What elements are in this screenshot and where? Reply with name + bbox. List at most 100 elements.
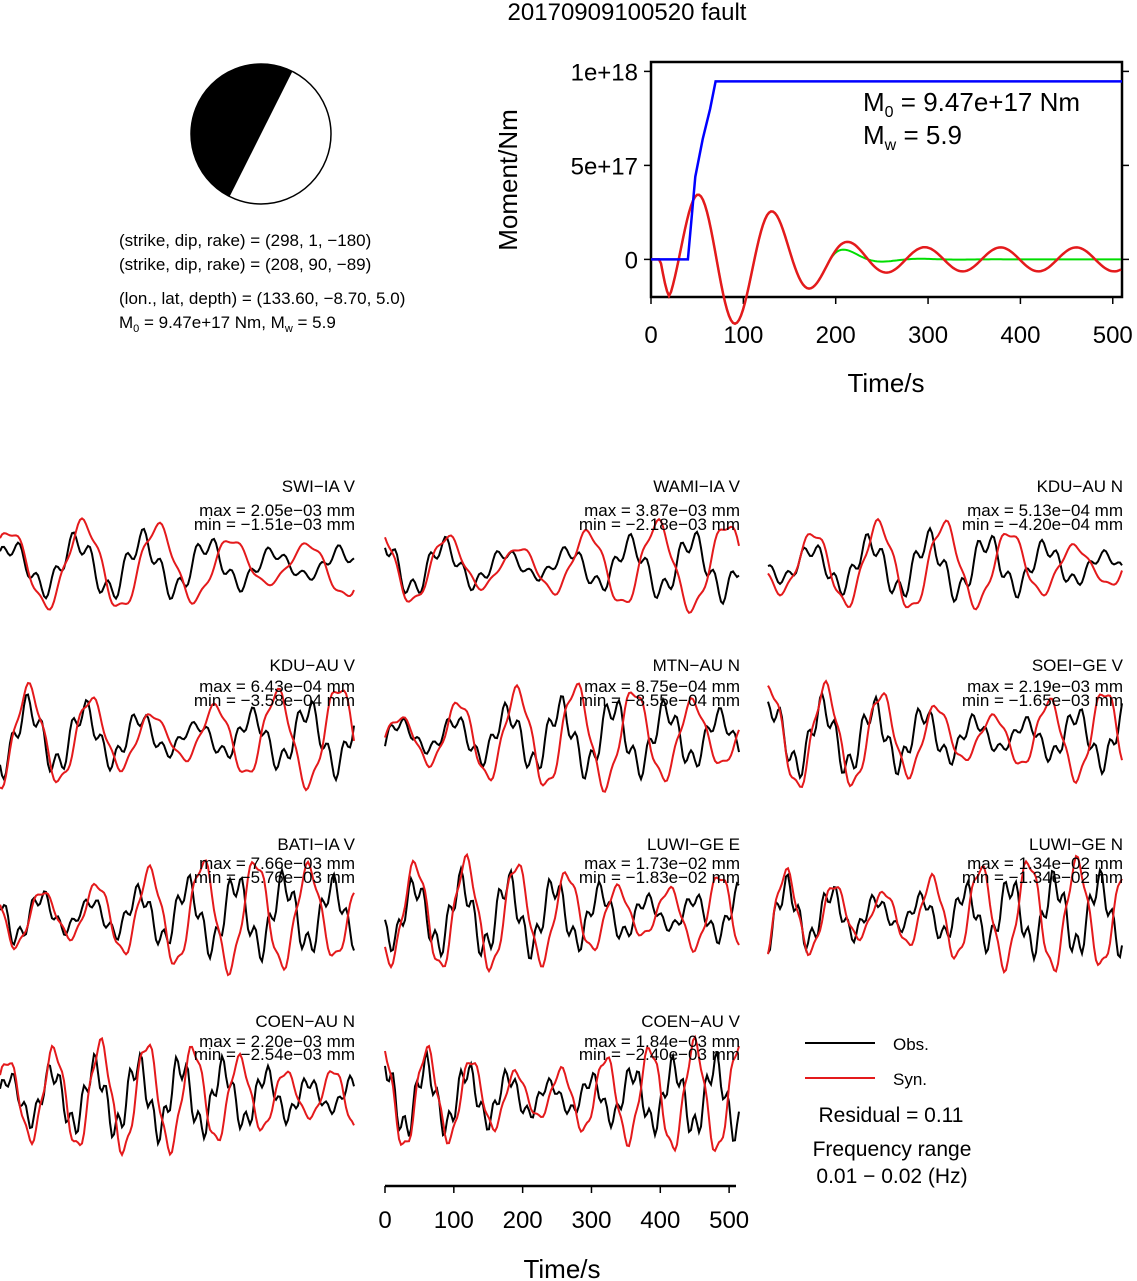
moment-y-tick-label: 1e+18: [571, 59, 638, 86]
waveform-x-tick-label: 100: [434, 1207, 474, 1234]
synthetic-trace: [384, 517, 740, 614]
station-max: max = 8.75e−04 mm: [584, 677, 740, 696]
observed-trace: [0, 866, 355, 965]
station-max: max = 2.19e−03 mm: [967, 677, 1123, 696]
station-min: min = −1.83e−02 mm: [579, 868, 740, 887]
moment-y-tick-label: 0: [625, 247, 638, 274]
station-label: LUWI−GE E: [647, 835, 740, 854]
waveform-x-tick-label: 0: [378, 1207, 391, 1234]
station-max: max = 1.34e−02 mm: [967, 854, 1123, 873]
cumulative-moment-curve: [651, 80, 1122, 261]
station-label: KDU−AU V: [270, 656, 356, 675]
moment-annotation-mw: Mw = 5.9: [863, 120, 962, 154]
station-min: min = −1.51e−03 mm: [194, 515, 355, 534]
moment-x-tick-label: 300: [908, 322, 948, 349]
synthetic-trace: [384, 1034, 740, 1153]
station-label: LUWI−GE N: [1029, 835, 1123, 854]
station-min: min = −1.34e−02 mm: [962, 868, 1123, 887]
waveform-x-tick-label: 300: [571, 1207, 611, 1234]
legend-frequency-value: 0.01 − 0.02 (Hz): [816, 1165, 967, 1188]
station-min: min = −8.55e−04 mm: [579, 691, 740, 710]
station-max: max = 2.05e−03 mm: [199, 501, 355, 520]
mechanism-line-3: (lon., lat, depth) = (133.60, −8.70, 5.0…: [119, 289, 405, 308]
mechanism-line-4: M0 = 9.47e+17 Nm, Mw = 5.9: [119, 313, 336, 335]
moment-y-axis: 0 5e+17 1e+18: [571, 59, 1129, 274]
synthetic-trace: [767, 854, 1123, 975]
station-max: max = 6.43e−04 mm: [199, 677, 355, 696]
legend-syn-label: Syn.: [893, 1070, 927, 1089]
station-label: BATI−IA V: [277, 835, 355, 854]
station-label: SWI−IA V: [282, 477, 356, 496]
observed-trace: [767, 866, 1123, 964]
mechanism-info: (strike, dip, rake) = (298, 1, −180) (st…: [119, 231, 405, 335]
legend-frequency-label: Frequency range: [813, 1138, 972, 1161]
moment-x-tick-label: 0: [644, 322, 657, 349]
moment-x-tick-label: 400: [1000, 322, 1040, 349]
station-min: min = −2.18e−03 mm: [579, 515, 740, 534]
station-max: max = 1.73e−02 mm: [584, 854, 740, 873]
station-max: max = 5.13e−04 mm: [967, 501, 1123, 520]
station-min: min = −2.54e−03 mm: [194, 1045, 355, 1064]
station-min: min = −3.58e−04 mm: [194, 691, 355, 710]
synthetic-trace: [384, 682, 740, 793]
synthetic-trace: [384, 852, 740, 974]
station-max: max = 2.20e−03 mm: [199, 1032, 355, 1051]
station-min: min = −5.76e−03 mm: [194, 868, 355, 887]
moment-x-axis: 0 100 200 300 400 500: [644, 297, 1133, 349]
station-label: SOEI−GE V: [1032, 656, 1124, 675]
moment-y-label: Moment/Nm: [493, 109, 523, 251]
moment-rate-curve: [651, 193, 1121, 325]
station-label: COEN−AU V: [641, 1012, 740, 1031]
moment-x-label: Time/s: [847, 368, 924, 398]
station-label: KDU−AU N: [1037, 477, 1123, 496]
observed-trace: [767, 526, 1123, 604]
legend-residual: Residual = 0.11: [819, 1104, 964, 1127]
station-min: min = −4.20e−04 mm: [962, 515, 1123, 534]
waveform-x-tick-label: 200: [503, 1207, 543, 1234]
synthetic-trace: [0, 517, 355, 611]
moment-y-tick-label: 5e+17: [571, 153, 638, 180]
mechanism-line-1: (strike, dip, rake) = (298, 1, −180): [119, 231, 371, 250]
station-max: max = 3.87e−03 mm: [584, 501, 740, 520]
station-label: MTN−AU N: [653, 656, 740, 675]
station-min: min = −2.40e−03 mm: [579, 1045, 740, 1064]
observed-trace: [0, 1050, 355, 1148]
synthetic-trace: [767, 679, 1123, 788]
waveform-x-label: Time/s: [523, 1254, 600, 1281]
waveform-x-tick-label: 400: [640, 1207, 680, 1234]
observed-trace: [767, 690, 1123, 781]
station-label: COEN−AU N: [255, 1012, 355, 1031]
station-max: max = 7.66e−03 mm: [199, 854, 355, 873]
beachball: [190, 63, 332, 205]
observed-trace: [0, 693, 355, 783]
station-max: max = 1.84e−03 mm: [584, 1032, 740, 1051]
observed-trace: [384, 864, 740, 960]
observed-trace: [384, 530, 740, 606]
moment-annotation-m0: M0 = 9.47e+17 Nm: [863, 87, 1080, 121]
moment-x-tick-label: 200: [816, 322, 856, 349]
figure-title: 20170909100520 fault: [508, 0, 747, 26]
synthetic-trace: [0, 859, 355, 977]
legend-obs-label: Obs.: [893, 1035, 929, 1054]
mechanism-line-2: (strike, dip, rake) = (208, 90, −89): [119, 255, 371, 274]
synthetic-trace: [0, 681, 355, 792]
station-label: WAMI−IA V: [653, 477, 740, 496]
moment-x-tick-label: 100: [723, 322, 763, 349]
observed-trace: [0, 527, 355, 601]
waveform-x-axis: 0 100 200 300 400 500: [378, 1184, 749, 1234]
synthetic-trace: [767, 517, 1123, 611]
moment-rate-syn-curve: [651, 193, 1122, 326]
